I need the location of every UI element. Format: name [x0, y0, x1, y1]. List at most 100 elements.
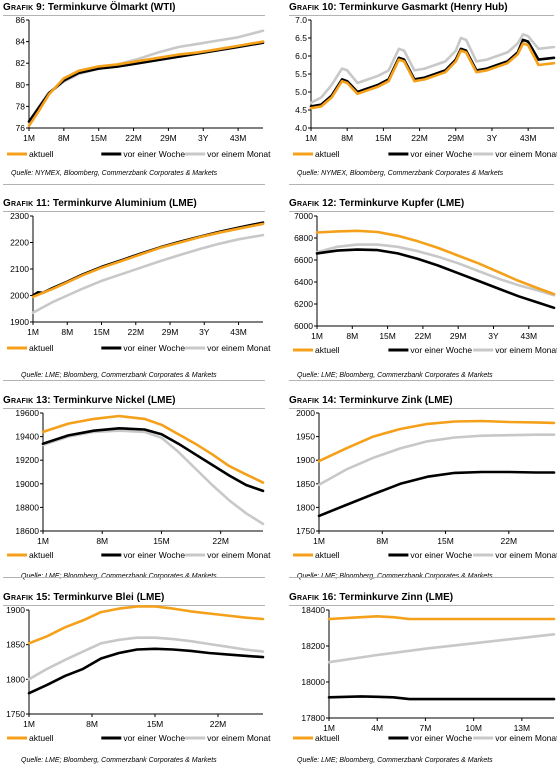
chart-title: Grafik 15: Terminkurve Blei (LME): [3, 592, 164, 603]
y-tick-label: 1950: [296, 432, 315, 442]
y-tick-label: 18200: [301, 641, 325, 651]
y-tick-label: 2100: [10, 264, 29, 274]
chart-source: Quelle: LME; Bloomberg, Commerzbank Corp…: [297, 757, 493, 764]
chart-svg: 1750 1800 1850 1900 1M 8M 15M 22M aktuell vor ein…: [6, 605, 271, 743]
y-tick-label: 2200: [10, 238, 29, 248]
x-tick-label: 43M: [520, 133, 537, 143]
chart-title: Grafik 12: Terminkurve Kupfer (LME): [289, 198, 464, 209]
x-tick-label: 22M: [125, 133, 142, 143]
chart-panel-2: Grafik 10: Terminkurve Gasmarkt (Henry H…: [289, 2, 557, 187]
x-tick-label: 15M: [153, 536, 170, 546]
x-tick-label: 22M: [501, 536, 518, 546]
x-tick-label: 22M: [411, 133, 428, 143]
series-line-aktuell: [317, 419, 556, 463]
x-tick-label: 22M: [210, 719, 227, 729]
x-tick-label: 1M: [323, 723, 335, 733]
series-line-woche: [41, 427, 265, 493]
y-tick-label: 1800: [6, 674, 25, 684]
series-line-aktuell: [309, 42, 556, 110]
legend-label-aktuell: aktuell: [315, 733, 340, 743]
y-tick-label: 84: [16, 37, 26, 47]
legend-label-woche: vor einer Woche: [410, 149, 472, 159]
x-tick-label: 29M: [162, 327, 179, 337]
y-tick-label: 19600: [15, 408, 39, 418]
series-line-woche: [27, 647, 265, 695]
legend-label-monat: vor einem Monat: [495, 550, 557, 560]
chart-source: Quelle: LME; Bloomberg, Commerzbank Corp…: [21, 757, 217, 764]
chart-svg: 76 78 80 82 84 86 1M 8M 15M 22M 29M 3Y 43M aktuell vor…: [7, 15, 271, 159]
x-tick-label: 43M: [521, 331, 538, 341]
legend-label-woche: vor einer Woche: [410, 345, 472, 355]
x-tick-label: 29M: [447, 133, 464, 143]
x-tick-label: 8M: [341, 133, 353, 143]
chart-title-text: 12: Terminkurve Kupfer (LME): [319, 198, 465, 209]
y-tick-label: 18800: [15, 502, 39, 512]
x-tick-label: 15M: [375, 133, 392, 143]
y-tick-label: 7.0: [295, 15, 307, 25]
chart-title-text: 10: Terminkurve Gasmarkt (Henry Hub): [319, 2, 508, 13]
legend-label-monat: vor einem Monat: [207, 733, 271, 743]
x-tick-label: 3Y: [199, 327, 210, 337]
y-tick-label: 18000: [301, 677, 325, 687]
x-tick-label: 1M: [311, 331, 323, 341]
legend-label-woche: vor einer Woche: [410, 550, 472, 560]
chart-title-text: 11: Terminkurve Aluminium (LME): [33, 198, 197, 209]
series-line-aktuell: [27, 40, 265, 128]
chart-title-prefix: Grafik: [289, 198, 320, 209]
x-tick-label: 1M: [23, 719, 35, 729]
series-line-woche: [309, 38, 556, 108]
x-tick-label: 8M: [61, 327, 73, 337]
x-tick-label: 1M: [37, 536, 49, 546]
legend-label-monat: vor einem Monat: [207, 149, 271, 159]
series-line-monat: [317, 433, 556, 486]
chart-title-text: 13: Terminkurve Nickel (LME): [33, 395, 176, 406]
x-tick-label: 29M: [160, 133, 177, 143]
y-tick-label: 1900: [10, 317, 29, 327]
y-tick-label: 2000: [296, 408, 315, 418]
panel-separator: [289, 577, 554, 578]
chart-title: Grafik 11: Terminkurve Aluminium (LME): [3, 198, 197, 209]
x-tick-label: 1M: [23, 133, 35, 143]
x-tick-label: 3Y: [487, 133, 498, 143]
x-tick-label: 15M: [90, 133, 107, 143]
x-tick-label: 7M: [420, 723, 432, 733]
y-tick-label: 18400: [301, 605, 325, 615]
chart-source: Quelle: NYMEX, Bloomberg, Commerzbank Co…: [11, 170, 218, 177]
chart-svg: 17800 18000 18200 18400 1M 4M 7M 10M 13M aktuell v…: [293, 605, 557, 743]
chart-title-prefix: Grafik: [289, 592, 320, 603]
title-rule: [3, 211, 265, 212]
x-tick-label: 13M: [514, 723, 531, 733]
series-line-aktuell: [327, 615, 556, 621]
legend-label-monat: vor einem Monat: [207, 550, 271, 560]
chart-title-text: 15: Terminkurve Blei (LME): [33, 592, 165, 603]
legend-label-woche: vor einer Woche: [410, 733, 472, 743]
x-tick-label: 43M: [230, 327, 247, 337]
x-tick-label: 1M: [313, 536, 325, 546]
y-tick-label: 1850: [296, 479, 315, 489]
y-tick-label: 2000: [10, 291, 29, 301]
chart-title: Grafik 9: Terminkurve Ölmarkt (WTI): [3, 2, 175, 13]
x-tick-label: 22M: [415, 331, 432, 341]
y-tick-label: 5.0: [295, 87, 307, 97]
series-line-aktuell: [41, 414, 265, 484]
x-tick-label: 10M: [465, 723, 482, 733]
chart-title: Grafik 13: Terminkurve Nickel (LME): [3, 395, 175, 406]
series-line-woche: [327, 695, 556, 701]
y-tick-label: 6200: [294, 299, 313, 309]
title-rule: [3, 605, 265, 606]
x-tick-label: 3Y: [198, 133, 209, 143]
x-tick-label: 8M: [96, 536, 108, 546]
x-tick-label: 22M: [212, 536, 229, 546]
legend-label-aktuell: aktuell: [315, 550, 340, 560]
x-tick-label: 1M: [305, 133, 317, 143]
x-tick-label: 43M: [230, 133, 247, 143]
y-tick-label: 6000: [294, 321, 313, 331]
chart-panel-5: Grafik 13: Terminkurve Nickel (LME) 18600…: [3, 395, 271, 580]
x-tick-label: 8M: [346, 331, 358, 341]
series-line-monat: [27, 29, 265, 124]
y-tick-label: 80: [16, 80, 26, 90]
title-rule: [3, 15, 265, 16]
y-tick-label: 1750: [296, 526, 315, 536]
title-rule: [289, 15, 554, 16]
series-line-aktuell: [31, 222, 265, 299]
